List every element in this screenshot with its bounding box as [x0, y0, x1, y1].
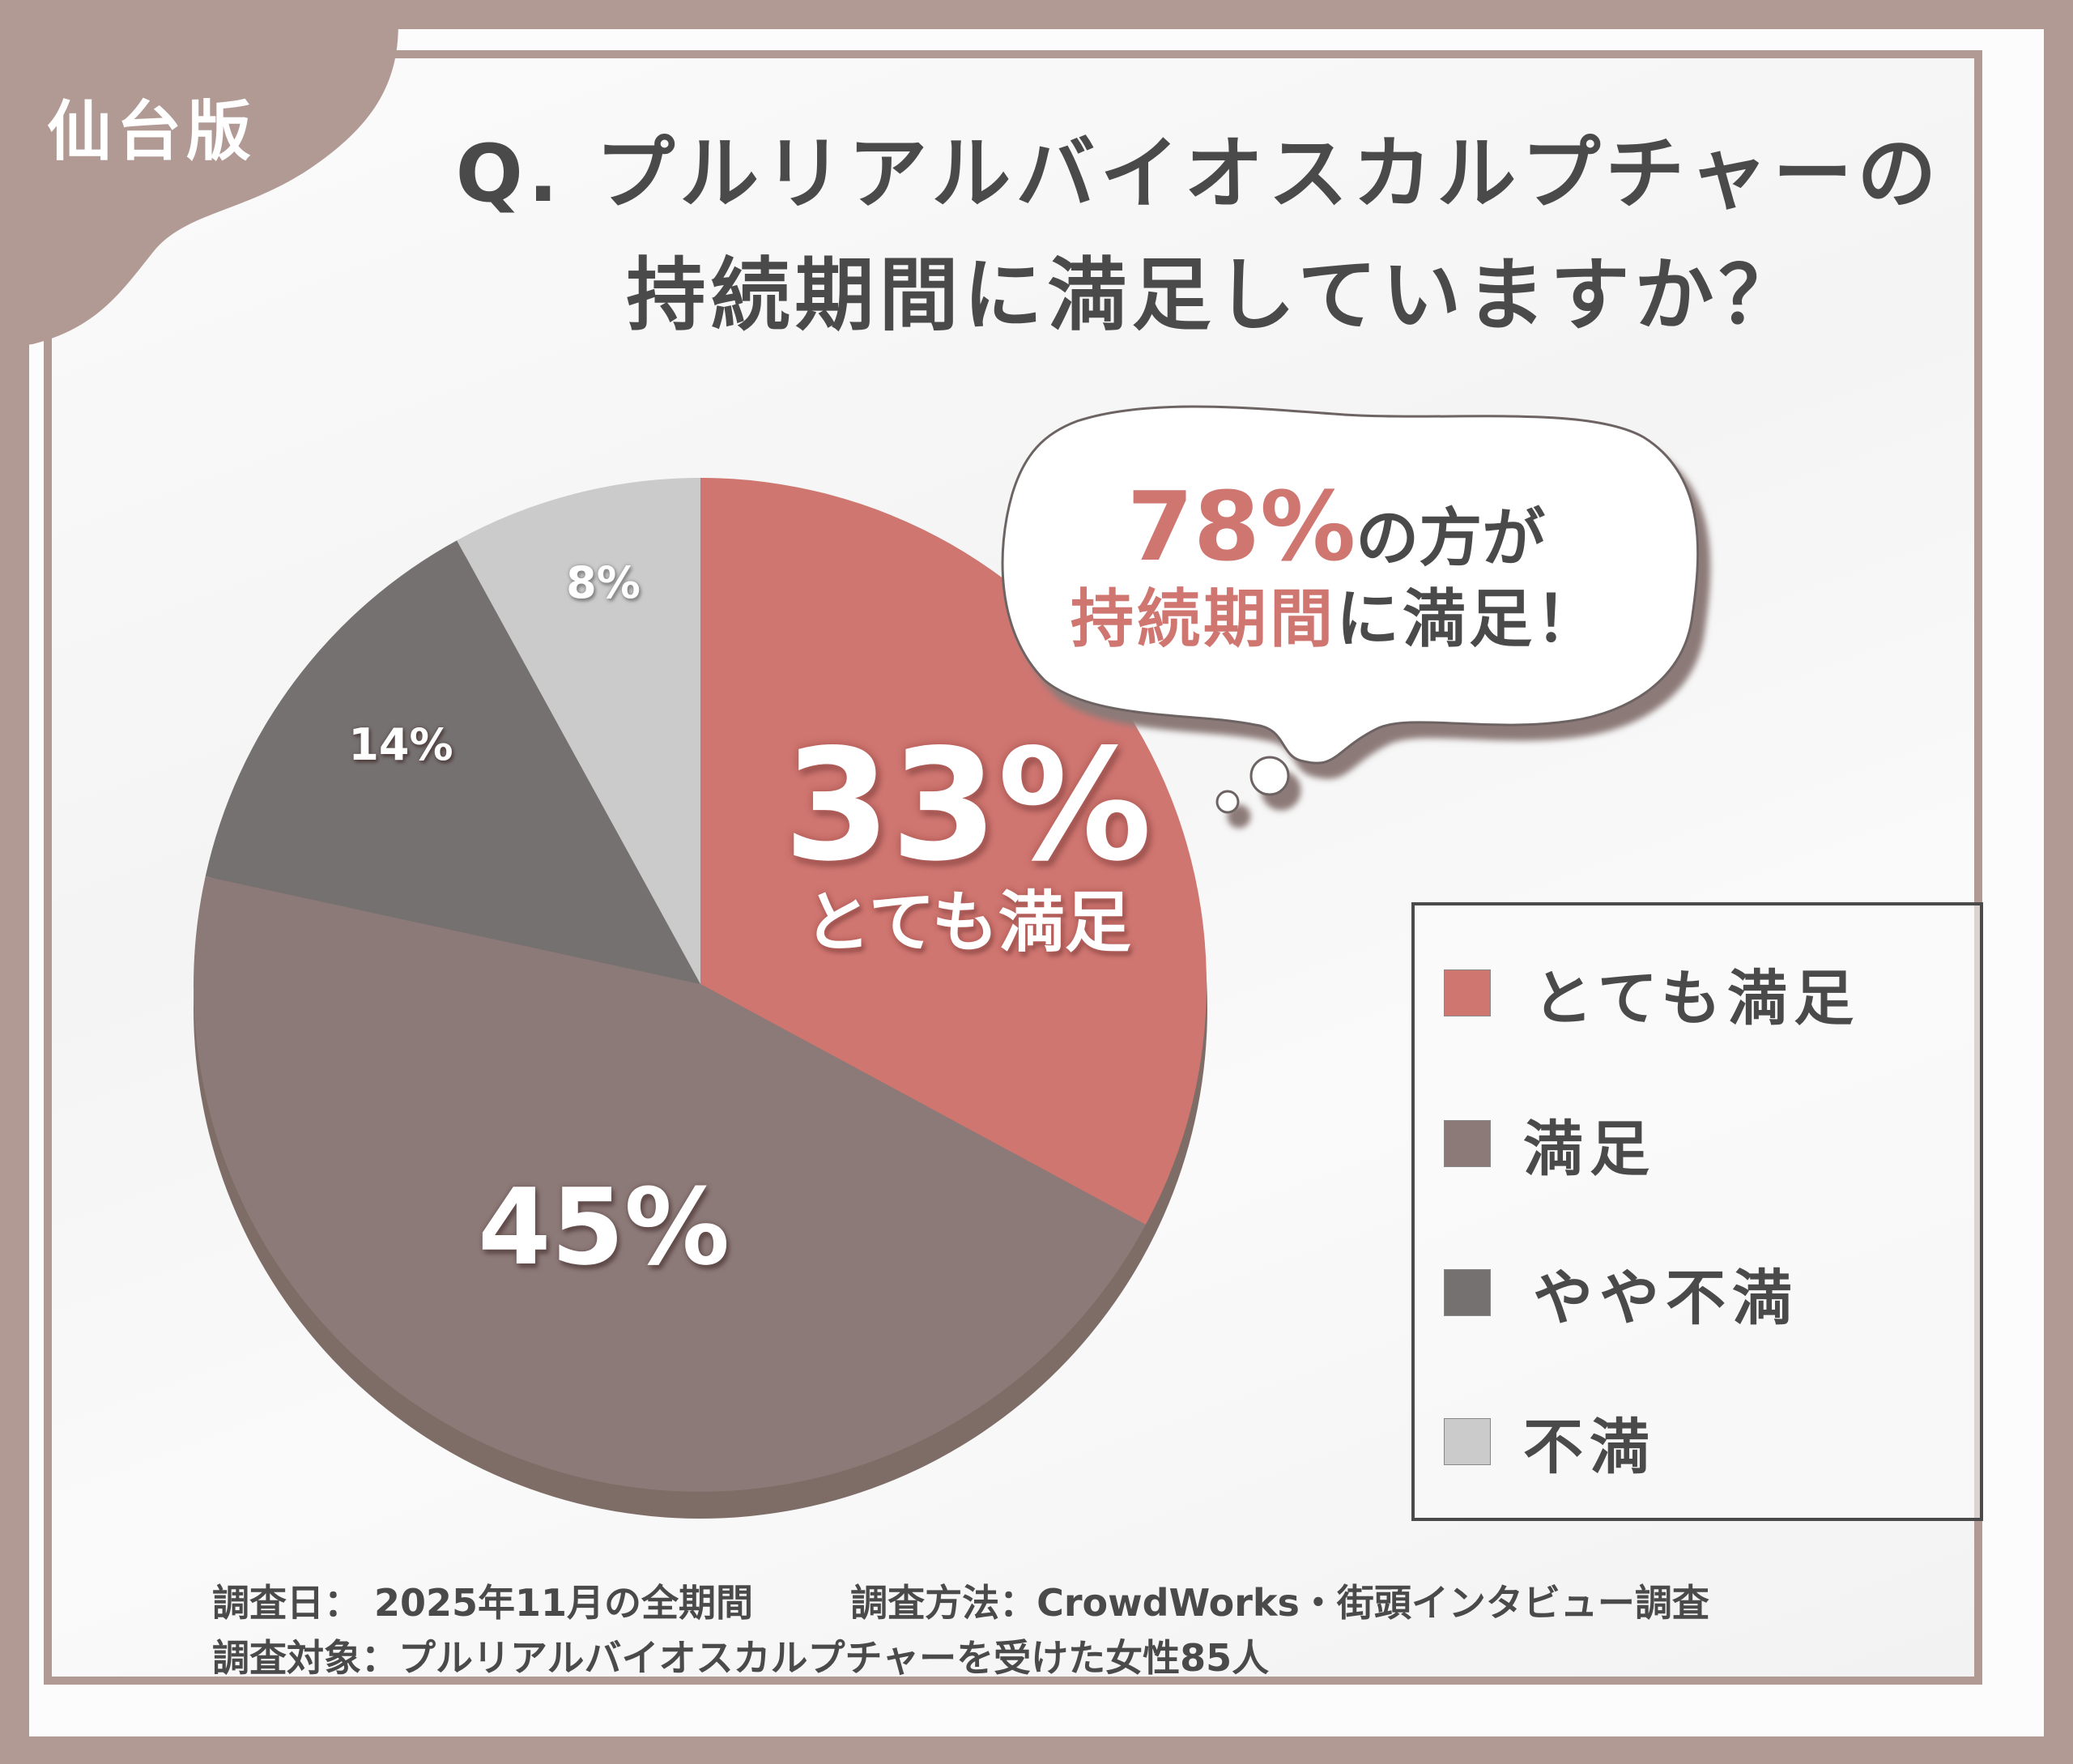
- survey-method: 調査方法：CrowdWorks・街頭インタビュー調査: [850, 1581, 1709, 1625]
- legend-swatch-dissatisfied: [1444, 1418, 1491, 1465]
- slice-dissatisfied: [457, 478, 700, 984]
- legend-label: 満足: [1523, 1114, 1656, 1184]
- thought-bubble: [1001, 405, 1700, 814]
- title-line2: 持続期間に満足していますか？: [626, 249, 1803, 342]
- slice-label-very-satisfied-pct: 33%: [783, 716, 1152, 895]
- legend-item-dissatisfied: 不満: [1444, 1409, 1656, 1482]
- page-title: Q. プルリアルバイオスカルプチャーの 持続期間に満足していますか？: [372, 113, 2024, 356]
- corner-blob-decoration: [0, 0, 398, 348]
- legend-label: 不満: [1523, 1412, 1656, 1482]
- callout-line1-suffix: の方が: [1356, 502, 1546, 575]
- legend-item-somewhat-dissatisfied: やや不満: [1444, 1260, 1798, 1333]
- legend-item-satisfied: 満足: [1444, 1111, 1656, 1184]
- region-label: 仙台版: [47, 94, 256, 169]
- slice-label-very-satisfied-text: とても満足: [804, 884, 1131, 961]
- slice-label-somewhat-dissatisfied-pct: 14%: [348, 719, 453, 770]
- slice-somewhat-dissatisfied: [205, 540, 700, 984]
- legend-item-very-satisfied: とても満足: [1444, 961, 1860, 1033]
- callout-line2-accent: 持続期間: [1070, 583, 1336, 656]
- slice-label-dissatisfied-pct: 8%: [566, 557, 641, 608]
- legend-swatch-very-satisfied: [1444, 969, 1491, 1016]
- footer-line1: 調査日： 2025年11月の全期間 調査方法：CrowdWorks・街頭インタビュ…: [212, 1575, 1709, 1630]
- legend-label: とても満足: [1533, 963, 1861, 1033]
- callout-line1: 78%の方が: [1012, 479, 1660, 583]
- callout-line2: 持続期間に満足！: [1012, 579, 1660, 660]
- callout-line2-suffix: に満足！: [1336, 583, 1603, 656]
- survey-footer: 調査日： 2025年11月の全期間 調査方法：CrowdWorks・街頭インタビュ…: [212, 1575, 1709, 1685]
- survey-target: 調査対象：プルリアルバイオスカルプチャーを受けた女性85人: [212, 1636, 1270, 1680]
- legend-swatch-satisfied: [1444, 1120, 1491, 1167]
- slice-label-satisfied-pct: 45%: [478, 1165, 730, 1289]
- chart-legend: とても満足 満足 やや不満 不満: [1411, 902, 1983, 1521]
- legend-label: やや不満: [1533, 1263, 1798, 1333]
- survey-date: 調査日： 2025年11月の全期間: [212, 1581, 754, 1625]
- title-line1: Q. プルリアルバイオスカルプチャーの: [455, 128, 1942, 220]
- callout-percent: 78%: [1126, 471, 1356, 582]
- slice-satisfied: [194, 876, 1146, 1492]
- legend-swatch-somewhat-dissatisfied: [1444, 1269, 1491, 1316]
